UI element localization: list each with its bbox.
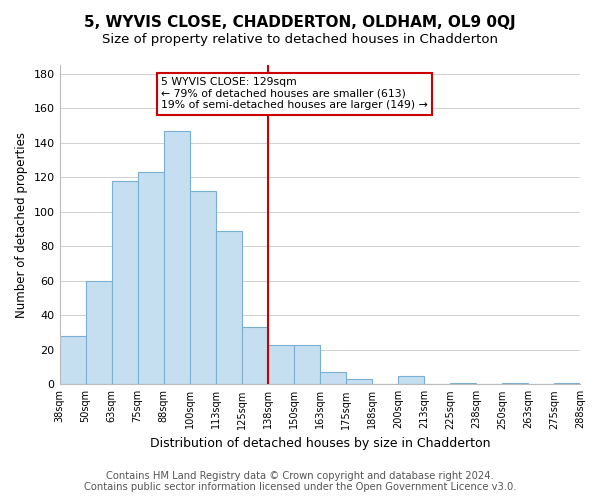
Bar — [554, 382, 580, 384]
X-axis label: Distribution of detached houses by size in Chadderton: Distribution of detached houses by size … — [149, 437, 490, 450]
Bar — [268, 344, 294, 385]
Bar — [59, 336, 86, 384]
Bar — [86, 280, 112, 384]
Text: Size of property relative to detached houses in Chadderton: Size of property relative to detached ho… — [102, 32, 498, 46]
Bar — [320, 372, 346, 384]
Bar — [190, 191, 215, 384]
Bar — [215, 230, 242, 384]
Bar — [346, 379, 372, 384]
Bar — [294, 344, 320, 385]
Text: 5, WYVIS CLOSE, CHADDERTON, OLDHAM, OL9 0QJ: 5, WYVIS CLOSE, CHADDERTON, OLDHAM, OL9 … — [84, 15, 516, 30]
Text: Contains HM Land Registry data © Crown copyright and database right 2024.
Contai: Contains HM Land Registry data © Crown c… — [84, 471, 516, 492]
Bar — [112, 180, 137, 384]
Bar — [164, 130, 190, 384]
Bar — [398, 376, 424, 384]
Bar — [450, 382, 476, 384]
Bar — [137, 172, 164, 384]
Y-axis label: Number of detached properties: Number of detached properties — [15, 132, 28, 318]
Text: 5 WYVIS CLOSE: 129sqm
← 79% of detached houses are smaller (613)
19% of semi-det: 5 WYVIS CLOSE: 129sqm ← 79% of detached … — [161, 77, 428, 110]
Bar — [242, 328, 268, 384]
Bar — [502, 382, 528, 384]
